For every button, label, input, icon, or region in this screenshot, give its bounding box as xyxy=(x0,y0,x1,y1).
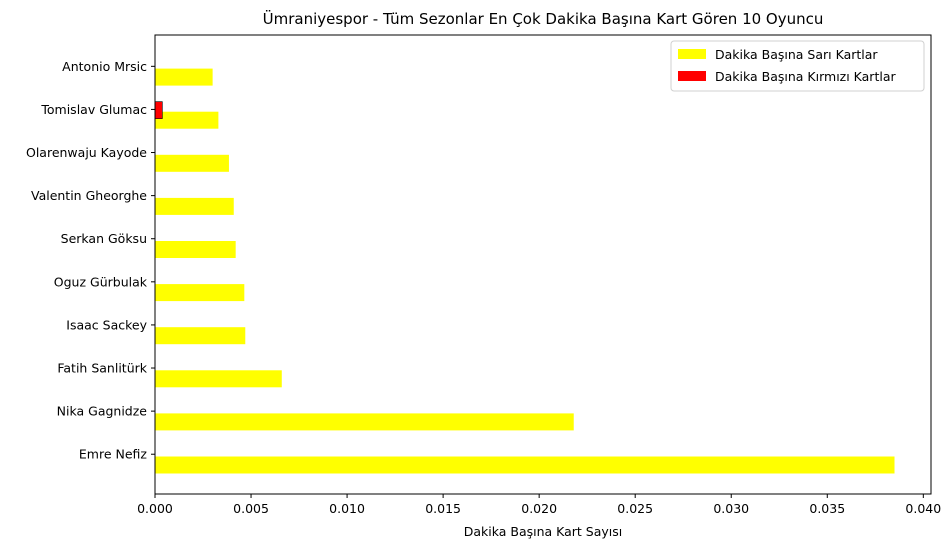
y-tick-label: Emre Nefiz xyxy=(79,447,148,462)
bar-yellow-5 xyxy=(155,241,236,258)
x-tick-label: 0.040 xyxy=(905,501,941,516)
legend-swatch-0 xyxy=(678,49,706,59)
legend-swatch-1 xyxy=(678,71,706,81)
x-tick-label: 0.020 xyxy=(521,501,557,516)
bar-yellow-2 xyxy=(155,370,282,388)
chart-title: Ümraniyespor - Tüm Sezonlar En Çok Dakik… xyxy=(263,9,824,28)
y-tick-label: Nika Gagnidze xyxy=(57,404,148,419)
bar-yellow-4 xyxy=(155,284,245,302)
legend: Dakika Başına Sarı Kartlar Dakika Başına … xyxy=(670,40,925,92)
bars-layer xyxy=(154,68,895,474)
bar-yellow-9 xyxy=(155,68,213,86)
y-tick-label: Oguz Gürbulak xyxy=(54,274,148,289)
y-axis: Emre Nefiz Nika Gagnidze Fatih Sanlitürk Is… xyxy=(26,59,155,462)
y-tick-label: Fatih Sanlitürk xyxy=(57,361,147,376)
x-tick-label: 0.035 xyxy=(809,501,845,516)
x-tick-label: 0.010 xyxy=(329,501,365,516)
legend-box xyxy=(670,40,925,92)
x-tick-label: 0.005 xyxy=(233,501,269,516)
bar-yellow-8 xyxy=(155,111,219,129)
plot-frame xyxy=(154,34,932,495)
y-tick-label: Antonio Mrsic xyxy=(62,59,147,74)
y-tick-label: Tomislav Glumac xyxy=(40,102,147,117)
y-tick-label: Valentin Gheorghe xyxy=(31,188,147,203)
bar-red-8 xyxy=(154,101,163,119)
x-tick-label: 0.000 xyxy=(137,501,173,516)
bar-yellow-6 xyxy=(155,197,234,215)
legend-label-0: Dakika Başına Sarı Kartlar xyxy=(715,47,878,62)
bar-yellow-7 xyxy=(155,154,229,172)
bar-yellow-1 xyxy=(155,413,574,431)
x-tick-label: 0.025 xyxy=(617,501,653,516)
x-tick-label: 0.030 xyxy=(713,501,749,516)
bar-yellow-0 xyxy=(155,456,895,474)
x-axis: 0.000 0.005 0.010 0.015 0.020 0.025 0.030 0.035… xyxy=(137,494,941,516)
x-tick-label: 0.015 xyxy=(425,501,461,516)
y-tick-label: Serkan Göksu xyxy=(61,231,147,246)
bar-yellow-3 xyxy=(155,327,246,345)
legend-label-1: Dakika Başına Kırmızı Kartlar xyxy=(715,69,896,84)
y-tick-label: Isaac Sackey xyxy=(66,317,147,332)
x-axis-label: Dakika Başına Kart Sayısı xyxy=(464,524,623,539)
y-tick-label: Olarenwaju Kayode xyxy=(26,145,147,160)
